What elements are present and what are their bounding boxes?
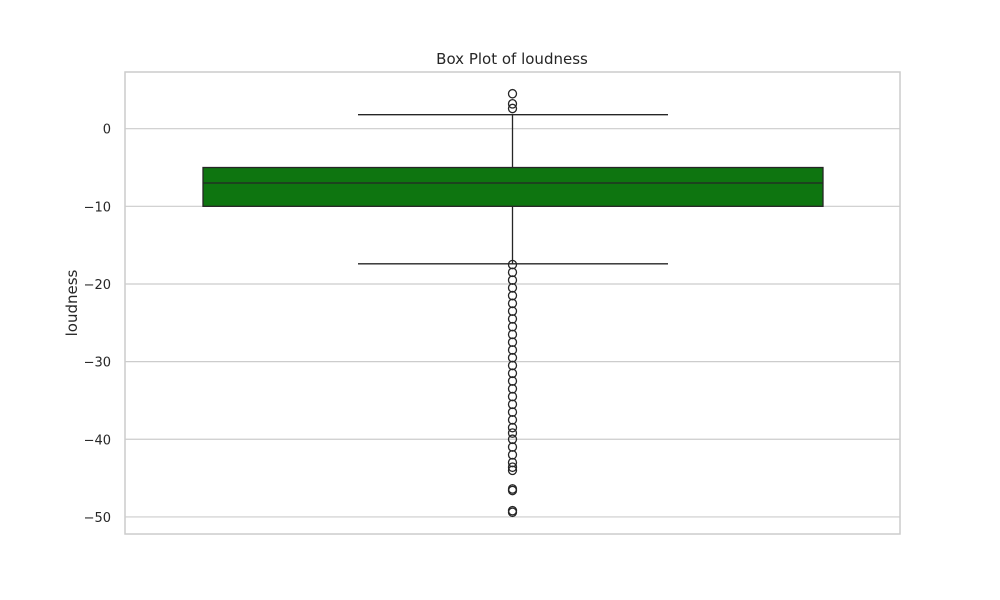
iqr-box: [202, 166, 824, 207]
box-element: [202, 114, 824, 265]
outlier-points: [507, 88, 518, 518]
chart-title: Box Plot of loudness: [436, 50, 588, 68]
outlier-point: [507, 88, 518, 99]
y-tick-label: −30: [84, 356, 111, 371]
outlier-point: [507, 422, 518, 433]
plot-frame: [124, 71, 901, 535]
y-tick-label: −50: [84, 511, 111, 526]
y-tick-label: −20: [84, 278, 111, 293]
outlier-point: [507, 98, 518, 109]
outlier-point: [507, 465, 518, 476]
y-tick-labels: 0 −10 −20 −30 −40 −50: [84, 123, 111, 526]
y-tick-label: −40: [84, 433, 111, 448]
outlier-point: [507, 428, 518, 438]
outlier-point: [507, 485, 518, 496]
y-tick-label: −10: [84, 200, 111, 215]
y-axis-label: loudness: [63, 269, 81, 336]
outlier-point: [507, 103, 518, 114]
y-tick-label: 0: [103, 123, 111, 138]
outlier-point: [507, 507, 518, 518]
outlier-point: [507, 462, 518, 473]
